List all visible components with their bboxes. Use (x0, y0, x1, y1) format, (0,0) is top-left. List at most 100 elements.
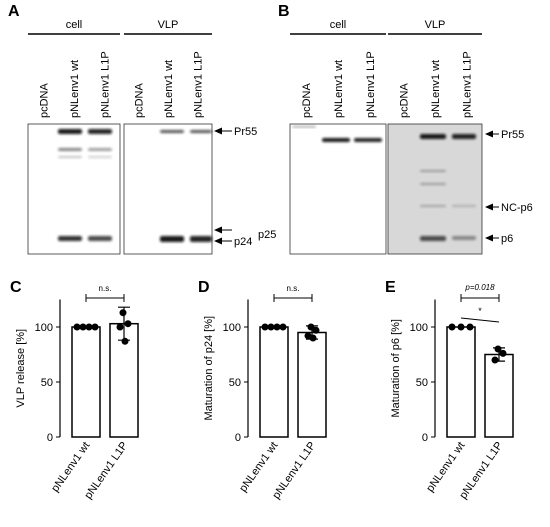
band (58, 156, 82, 158)
data-point (85, 323, 93, 331)
y-tick-label: 0 (235, 432, 241, 444)
x-tick-label: pNLenv1 wt (49, 440, 92, 494)
bar (259, 326, 289, 438)
data-point (279, 323, 287, 331)
data-point (448, 323, 456, 331)
lane-label: pNLenv1 wt (333, 60, 345, 118)
panel-letter: E (385, 279, 396, 296)
group-label: cell (66, 19, 83, 31)
arrow-head (485, 234, 493, 242)
marker-label: Pr55 (501, 129, 524, 141)
panel-letter: B (278, 3, 290, 20)
y-tick-label: 50 (229, 377, 241, 389)
bar (297, 331, 327, 438)
band (354, 138, 382, 142)
y-tick-label: 0 (47, 432, 53, 444)
band (322, 138, 350, 142)
annotation: n.s. (287, 284, 300, 293)
group-label: cell (330, 19, 347, 31)
data-point (267, 323, 275, 331)
band (88, 156, 112, 158)
blot-frame (123, 123, 213, 255)
y-tick-label: 50 (41, 377, 53, 389)
lane-label: pcDNA (399, 82, 411, 118)
data-point (261, 323, 269, 331)
y-tick-label: 50 (416, 377, 428, 389)
bar (484, 353, 514, 438)
marker-label: p25 (258, 229, 276, 241)
panel-letter: A (8, 3, 20, 20)
blot-frame (387, 123, 483, 255)
data-point (91, 323, 99, 331)
band (452, 205, 476, 207)
band (420, 170, 446, 172)
band (420, 236, 446, 241)
band (190, 130, 212, 133)
data-point (312, 326, 320, 334)
lane-label: pcDNA (134, 82, 146, 118)
data-point (116, 323, 124, 331)
arrow-head (485, 130, 493, 138)
lane-label: pNLenv1 L1P (192, 51, 204, 118)
blot-frame (27, 123, 121, 255)
bar (109, 322, 139, 438)
data-point (273, 323, 281, 331)
data-point (121, 337, 129, 345)
data-point (79, 323, 87, 331)
band (88, 129, 112, 134)
annotation: p=0.018 (464, 283, 495, 292)
band (452, 134, 476, 139)
band (420, 205, 446, 207)
lane-label: pNLenv1 wt (163, 60, 175, 118)
significance-bar (273, 294, 313, 302)
data-point (494, 345, 502, 353)
data-point (466, 323, 474, 331)
annotation: * (478, 306, 482, 316)
band (420, 134, 446, 139)
lane-label: pNLenv1 L1P (100, 51, 112, 118)
band (160, 236, 184, 242)
data-point (73, 323, 81, 331)
data-point (307, 323, 315, 331)
lane-label: pcDNA (38, 82, 50, 118)
panel-letter: C (10, 279, 22, 296)
y-tick-label: 100 (223, 322, 241, 334)
marker-label: p24 (234, 236, 252, 248)
data-point (499, 349, 507, 357)
band (58, 129, 82, 134)
arrow-head (214, 237, 222, 245)
data-point (491, 356, 499, 364)
y-tick-label: 100 (410, 322, 428, 334)
marker-label: p6 (501, 233, 513, 245)
lane-label: pNLenv1 L1P (365, 51, 377, 118)
y-axis-label: Maturation of p6 [%] (390, 319, 402, 417)
y-tick-label: 100 (35, 322, 53, 334)
band (58, 236, 82, 241)
band (292, 126, 316, 128)
band (58, 148, 82, 151)
group-label: VLP (158, 19, 179, 31)
data-point (124, 320, 132, 328)
bar (71, 326, 101, 438)
band (452, 236, 476, 240)
band (420, 183, 446, 185)
data-point (119, 309, 127, 317)
x-tick-label: pNLenv1 wt (424, 440, 467, 494)
arrow-head (214, 127, 222, 135)
band (160, 130, 184, 133)
arrow-head (214, 226, 222, 234)
x-tick-label: pNLenv1 wt (237, 440, 280, 494)
y-tick-label: 0 (422, 432, 428, 444)
bar (446, 326, 476, 438)
arrow-head (485, 203, 493, 211)
band (88, 236, 112, 241)
significance-bar (85, 294, 125, 302)
group-label: VLP (425, 19, 446, 31)
marker-label: NC-p6 (501, 202, 533, 214)
significance-bar (460, 294, 500, 302)
blot-frame (289, 123, 387, 255)
y-axis-label: Maturation of p24 [%] (203, 316, 215, 421)
y-axis-label: VLP release [%] (15, 329, 27, 408)
data-point (457, 323, 465, 331)
lane-label: pNLenv1 wt (69, 60, 81, 118)
